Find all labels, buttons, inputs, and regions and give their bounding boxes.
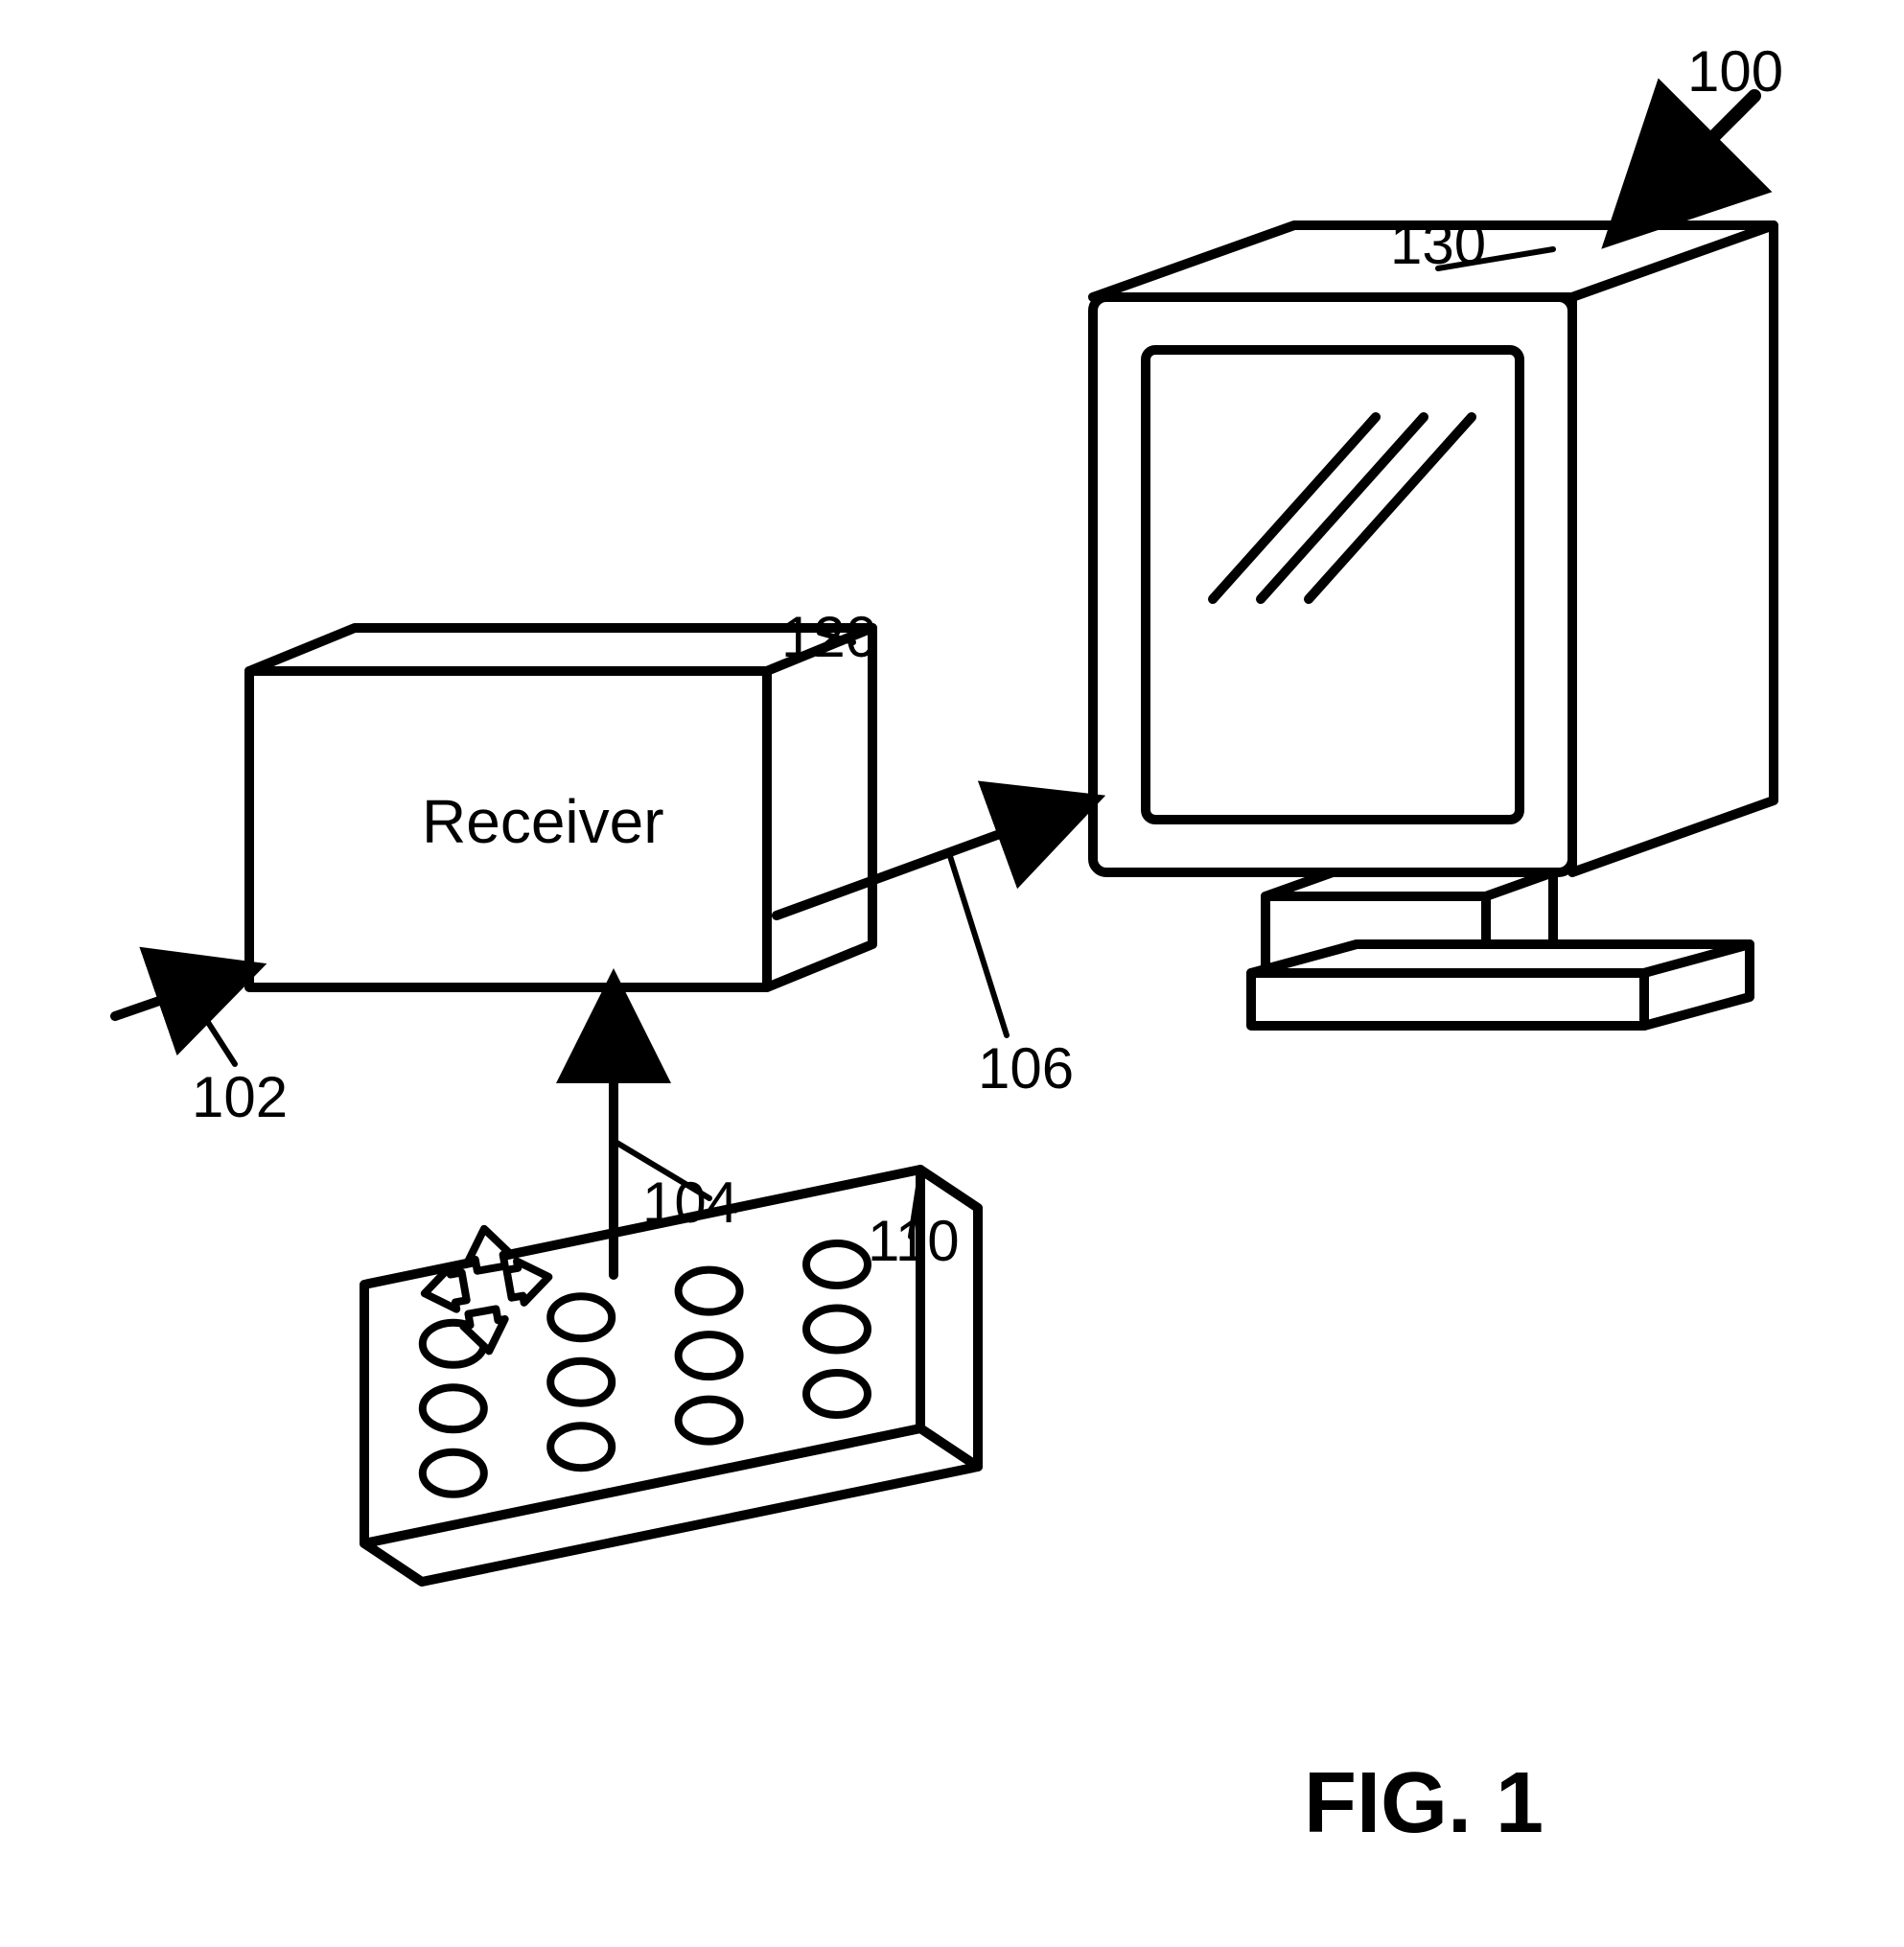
ref-120: 120 [781,604,877,670]
ref-130: 130 [1390,211,1486,277]
ref-100: 100 [1687,38,1783,104]
figure-caption: FIG. 1 [1304,1754,1544,1853]
diagram-stage: 100 130 120 106 110 104 102 Receiver FIG… [0,0,1904,1947]
ref-110: 110 [868,1208,960,1274]
ref-104: 104 [642,1170,738,1236]
ref-106: 106 [978,1035,1074,1101]
diagram-svg [0,0,1904,1947]
ref-102: 102 [192,1064,288,1130]
receiver-label: Receiver [422,786,664,857]
